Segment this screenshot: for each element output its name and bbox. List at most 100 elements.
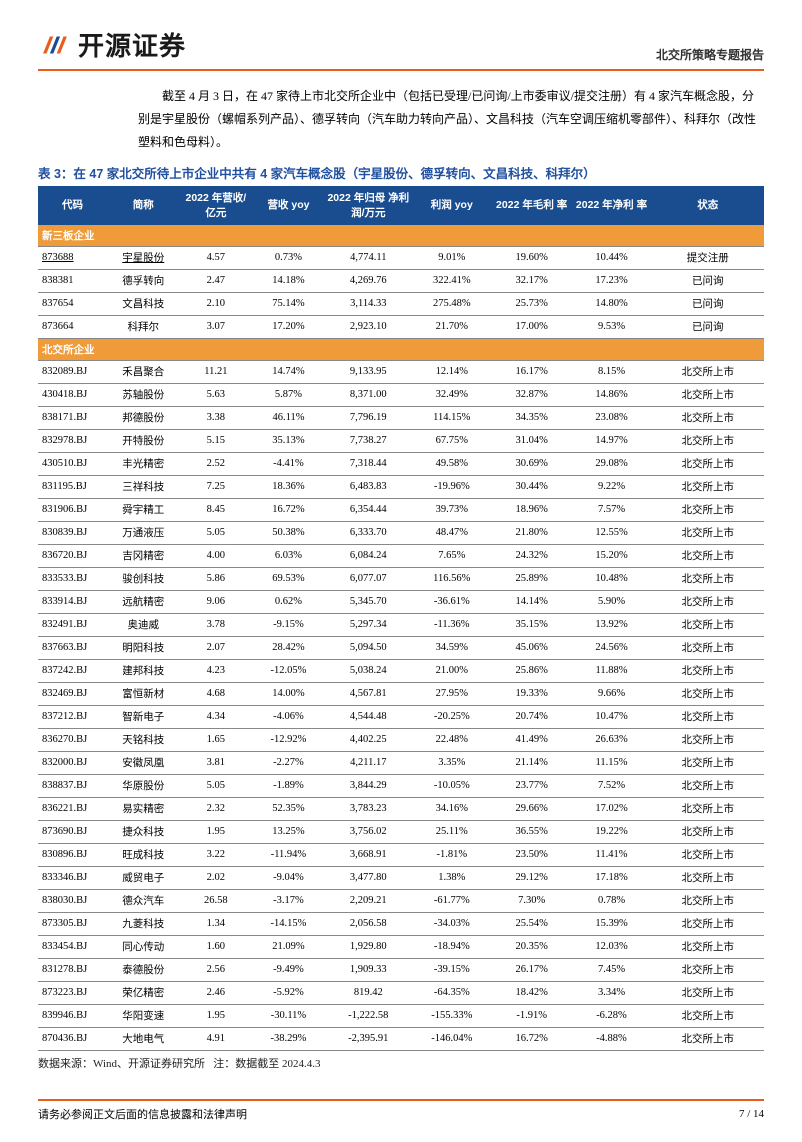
table-cell: 5.15 — [180, 429, 253, 452]
table-cell: 830839.BJ — [38, 521, 107, 544]
table-cell: 0.62% — [252, 590, 325, 613]
table-row: 833346.BJ威贸电子2.02-9.04%3,477.801.38%29.1… — [38, 866, 764, 889]
col-code: 代码 — [38, 186, 107, 224]
table-cell: 833346.BJ — [38, 866, 107, 889]
table-cell: -9.49% — [252, 958, 325, 981]
table-cell: 2.46 — [180, 981, 253, 1004]
table-cell: -6.28% — [572, 1004, 652, 1027]
col-revenue: 2022 年营收/ 亿元 — [180, 186, 253, 224]
table-cell: 2,923.10 — [325, 315, 412, 338]
company-logo-icon — [38, 28, 72, 62]
table-cell: 9.22% — [572, 475, 652, 498]
table-cell: 36.55% — [492, 820, 572, 843]
table-cell: 833533.BJ — [38, 567, 107, 590]
table-cell: 2,209.21 — [325, 889, 412, 912]
table-cell: 北交所上市 — [651, 728, 764, 751]
table-cell: -36.61% — [412, 590, 492, 613]
table-cell: 9.06 — [180, 590, 253, 613]
table-cell: 北交所上市 — [651, 866, 764, 889]
table-cell: -1,222.58 — [325, 1004, 412, 1027]
table-cell: 14.14% — [492, 590, 572, 613]
table-cell: 19.60% — [492, 246, 572, 269]
table-cell: 3,114.33 — [325, 292, 412, 315]
table-cell: 9.53% — [572, 315, 652, 338]
table-cell: 873690.BJ — [38, 820, 107, 843]
table-cell: 北交所上市 — [651, 659, 764, 682]
table-cell: 德孚转向 — [107, 269, 180, 292]
table-cell: 17.20% — [252, 315, 325, 338]
table-cell: -4.41% — [252, 452, 325, 475]
table-row: 430418.BJ苏轴股份5.635.87%8,371.0032.49%32.8… — [38, 383, 764, 406]
table-cell: 25.54% — [492, 912, 572, 935]
table-cell: 3.78 — [180, 613, 253, 636]
table-row: 873223.BJ荣亿精密2.46-5.92%819.42-64.35%18.4… — [38, 981, 764, 1004]
table-cell: 邦德股份 — [107, 406, 180, 429]
table-cell: -64.35% — [412, 981, 492, 1004]
table-cell: -39.15% — [412, 958, 492, 981]
table-cell: 3,756.02 — [325, 820, 412, 843]
table-cell: 20.74% — [492, 705, 572, 728]
table-cell: 10.48% — [572, 567, 652, 590]
table-cell: 北交所上市 — [651, 544, 764, 567]
table-cell: 4.23 — [180, 659, 253, 682]
company-name: 开源证券 — [78, 26, 186, 63]
table-cell: 6,333.70 — [325, 521, 412, 544]
page-number: 7 / 14 — [739, 1108, 764, 1120]
table-cell: 31.04% — [492, 429, 572, 452]
table-cell: -18.94% — [412, 935, 492, 958]
table-row: 832491.BJ奥迪威3.78-9.15%5,297.34-11.36%35.… — [38, 613, 764, 636]
table-cell: 北交所上市 — [651, 958, 764, 981]
table-cell: 远航精密 — [107, 590, 180, 613]
table-cell: 北交所上市 — [651, 751, 764, 774]
table-cell: 6,354.44 — [325, 498, 412, 521]
table-cell: 25.89% — [492, 567, 572, 590]
table-cell: 10.44% — [572, 246, 652, 269]
table-cell: 德众汽车 — [107, 889, 180, 912]
table-cell: 3,783.23 — [325, 797, 412, 820]
table-cell: 11.21 — [180, 360, 253, 383]
table-cell: 17.23% — [572, 269, 652, 292]
table-cell: 837663.BJ — [38, 636, 107, 659]
table-cell: 28.42% — [252, 636, 325, 659]
table-cell: 10.47% — [572, 705, 652, 728]
col-net-profit: 2022 年归母 净利润/万元 — [325, 186, 412, 224]
table-cell: 16.17% — [492, 360, 572, 383]
table-cell: 11.15% — [572, 751, 652, 774]
table-cell: 建邦科技 — [107, 659, 180, 682]
table-row: 838171.BJ邦德股份3.3846.11%7,796.19114.15%34… — [38, 406, 764, 429]
table-cell: -61.77% — [412, 889, 492, 912]
section-label: 新三板企业 — [38, 225, 764, 247]
table-cell: 6.03% — [252, 544, 325, 567]
table-cell: 北交所上市 — [651, 797, 764, 820]
table-cell: 丰光精密 — [107, 452, 180, 475]
table-row: 838030.BJ德众汽车26.58-3.17%2,209.21-61.77%7… — [38, 889, 764, 912]
table-cell: 3.07 — [180, 315, 253, 338]
table-cell: 已问询 — [651, 269, 764, 292]
table-cell: 833914.BJ — [38, 590, 107, 613]
table-cell: 832469.BJ — [38, 682, 107, 705]
table-cell: 1.60 — [180, 935, 253, 958]
table-cell: 13.25% — [252, 820, 325, 843]
table-cell: 322.41% — [412, 269, 492, 292]
table-cell: 北交所上市 — [651, 912, 764, 935]
table-cell: 2.47 — [180, 269, 253, 292]
table-cell: 14.18% — [252, 269, 325, 292]
table-cell: 4.00 — [180, 544, 253, 567]
table-cell: 21.80% — [492, 521, 572, 544]
table-cell: 5,094.50 — [325, 636, 412, 659]
section-label: 北交所企业 — [38, 338, 764, 360]
table-cell: -5.92% — [252, 981, 325, 1004]
table-cell: 25.11% — [412, 820, 492, 843]
table-cell: -1.89% — [252, 774, 325, 797]
table-cell: 20.35% — [492, 935, 572, 958]
table-cell: 832000.BJ — [38, 751, 107, 774]
table-row: 836720.BJ吉冈精密4.006.03%6,084.247.65%24.32… — [38, 544, 764, 567]
table-cell: 旺成科技 — [107, 843, 180, 866]
table-cell: 7.45% — [572, 958, 652, 981]
table-cell: 禾昌聚合 — [107, 360, 180, 383]
table-body: 新三板企业873688宇星股份4.570.73%4,774.119.01%19.… — [38, 225, 764, 1051]
table-cell: 北交所上市 — [651, 889, 764, 912]
table-cell: 15.39% — [572, 912, 652, 935]
table-cell: -12.92% — [252, 728, 325, 751]
table-cell: 32.17% — [492, 269, 572, 292]
